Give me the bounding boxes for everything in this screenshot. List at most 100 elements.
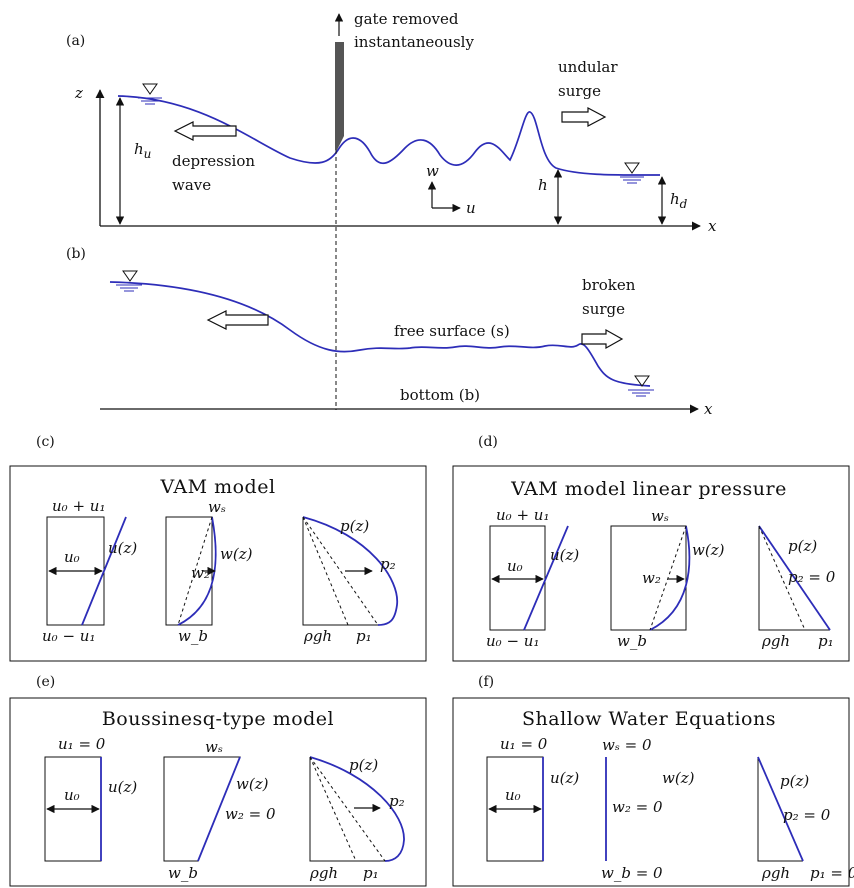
p-profile-axes-f — [757, 757, 803, 862]
u0-label-f: u₀ — [505, 786, 521, 804]
water-level-symbol-upstream-b — [116, 270, 142, 292]
u0-plus-u1-label-d: u₀ + u₁ — [496, 506, 549, 524]
depression-label-line-2: wave — [172, 176, 211, 194]
panel-c: (c) VAM model u₀ + u₁ u₀ u₀ − u₁ u(z) wₛ… — [9, 434, 427, 662]
pz-label-f: p(z) — [780, 772, 809, 790]
uz-label-e: u(z) — [108, 778, 137, 796]
panel-c-letter: (c) — [36, 434, 55, 450]
ws-label-d: wₛ — [651, 507, 669, 525]
w2-label-e: w₂ = 0 — [225, 805, 276, 823]
u0-minus-u1-label-d: u₀ − u₁ — [486, 632, 539, 650]
p-profile-line-f — [757, 756, 804, 862]
ws-label-e: wₛ — [205, 738, 223, 756]
u1-zero-label-e: u₁ = 0 — [58, 735, 106, 753]
u-profile-line-d — [523, 525, 569, 631]
w-profile-line-e — [197, 756, 241, 862]
panel-e: (e) Boussinesq-type model u₁ = 0 u₀ u(z)… — [9, 674, 427, 887]
wz-label-f: w(z) — [662, 769, 695, 787]
x-axis-label-b: x — [704, 400, 713, 418]
hd-label: hd — [670, 190, 688, 211]
w2-zero-label-f: w₂ = 0 — [612, 798, 663, 816]
gate-label-line-1: gate removed — [354, 10, 459, 28]
u0-minus-u1-label-c: u₀ − u₁ — [42, 627, 95, 645]
w-linear-dashed-d — [649, 525, 687, 631]
rhogh-label-d: ρgh — [761, 632, 790, 650]
ws-label-c: wₛ — [208, 498, 226, 516]
p1-label-c: p₁ — [356, 627, 372, 645]
z-axis-label: z — [74, 84, 83, 102]
gate-label-line-2: instantaneously — [354, 33, 474, 51]
undular-surge-arrow — [561, 107, 607, 127]
p-dashed-2-c — [302, 516, 349, 626]
wb-label-e: w_b — [168, 864, 198, 882]
water-level-symbol-upstream-a — [138, 83, 162, 105]
panel-e-frame — [9, 697, 427, 887]
uz-label-c: u(z) — [108, 539, 137, 557]
broken-label-line-1: broken — [582, 276, 636, 294]
wb-label-d: w_b — [617, 632, 647, 650]
p-profile-curve-c — [302, 516, 399, 626]
water-level-symbol-downstream-a — [620, 162, 644, 184]
depression-label-line-1: depression — [172, 152, 255, 170]
u-profile-line-c — [81, 516, 127, 626]
u-label: u — [466, 199, 476, 217]
p-profile-curve-e — [309, 756, 405, 862]
panel-c-title: VAM model — [159, 476, 275, 498]
p-profile-axes-d — [758, 526, 830, 631]
water-level-symbol-downstream-b — [628, 375, 654, 397]
p1-label-e: p₁ — [363, 864, 379, 882]
p-dashed-d — [758, 525, 806, 631]
panel-f-title: Shallow Water Equations — [522, 708, 776, 730]
u0-label-d: u₀ — [507, 557, 523, 575]
pz-label-c: p(z) — [340, 517, 369, 535]
panel-d-letter: (d) — [478, 434, 498, 450]
wb-zero-label-f: w_b = 0 — [601, 864, 663, 882]
uz-label-f: u(z) — [550, 769, 579, 787]
x-axis-label-a: x — [708, 217, 717, 235]
rhogh-label-e: ρgh — [309, 864, 338, 882]
wz-label-c: w(z) — [220, 545, 253, 563]
p1-label-d: p₁ — [818, 632, 834, 650]
pz-label-e: p(z) — [349, 756, 378, 774]
panel-b-letter: (b) — [66, 246, 86, 262]
w2-label-c: w₂ — [191, 564, 210, 582]
u0-label-c: u₀ — [64, 548, 80, 566]
panel-a-letter: (a) — [66, 33, 85, 49]
broken-label-line-2: surge — [582, 300, 625, 318]
panel-d-title: VAM model linear pressure — [510, 478, 787, 500]
bottom-label: bottom (b) — [400, 386, 480, 404]
panel-d-frame — [452, 465, 850, 662]
wz-label-d: w(z) — [692, 541, 725, 559]
rhogh-label-c: ρgh — [303, 627, 332, 645]
free-surface-label: free surface (s) — [394, 322, 510, 340]
panel-b: (b) x broken surge free surface (s) bott… — [66, 246, 713, 418]
rhogh-label-f: ρgh — [761, 864, 790, 882]
p2-label-d: p₂ = 0 — [788, 568, 836, 586]
wz-label-e: w(z) — [236, 775, 269, 793]
panel-d: (d) VAM model linear pressure u₀ + u₁ u₀… — [452, 434, 850, 662]
p-dashed-1-c — [302, 516, 379, 626]
p1-zero-label-f: p₁ = 0 — [810, 864, 854, 882]
hu-label: hu — [134, 140, 151, 161]
panel-c-frame — [9, 465, 427, 662]
p2-label-c: p₂ — [380, 555, 396, 573]
u0-plus-u1-label-c: u₀ + u₁ — [52, 497, 105, 515]
w-profile-box-d — [610, 525, 687, 631]
p-profile-axes-e — [309, 757, 385, 862]
pz-label-d: p(z) — [788, 537, 817, 555]
p2-label-e: p₂ — [389, 792, 405, 810]
u0-label-e: u₀ — [64, 786, 80, 804]
depression-wave-arrow — [173, 121, 237, 141]
w2-label-d: w₂ — [642, 569, 661, 587]
ws-zero-label-f: wₛ = 0 — [602, 736, 652, 754]
p-profile-line-d — [758, 525, 831, 631]
w-linear-dashed-c — [177, 516, 213, 626]
uz-label-d: u(z) — [550, 546, 579, 564]
w-label: w — [426, 162, 439, 180]
surface-curve-b — [109, 281, 651, 387]
panel-f: (f) Shallow Water Equations u₁ = 0 u₀ u(… — [452, 674, 854, 887]
u1-zero-label-f: u₁ = 0 — [500, 735, 548, 753]
panel-a: (a) z x hu gate removed instantaneousl — [66, 10, 717, 410]
gate — [335, 42, 344, 150]
